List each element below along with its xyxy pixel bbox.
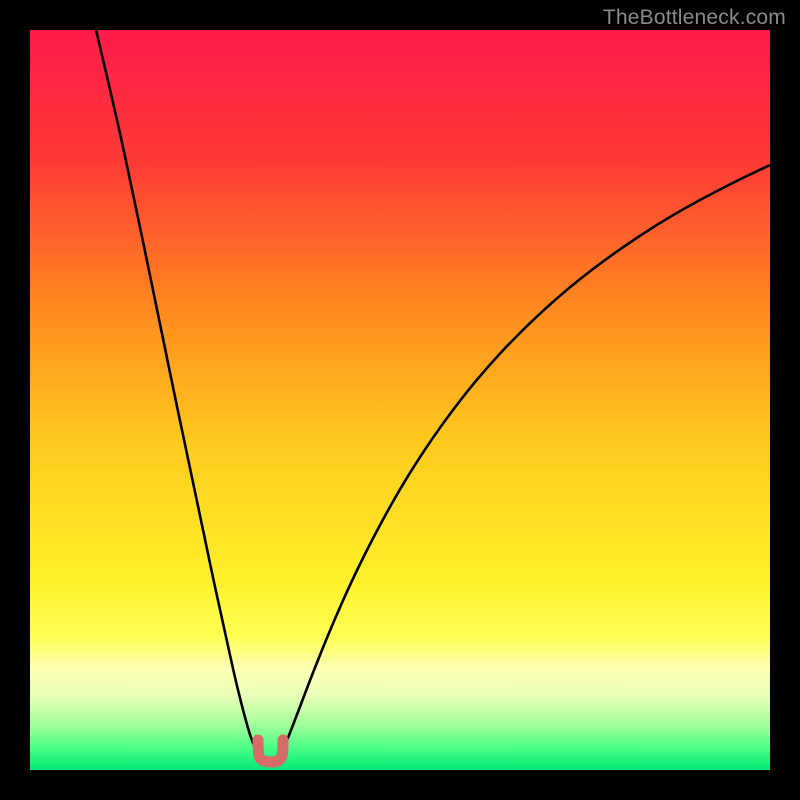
bottleneck-chart: [30, 30, 770, 770]
chart-container: TheBottleneck.com: [0, 0, 800, 800]
gradient-background: [30, 30, 770, 770]
watermark-text: TheBottleneck.com: [603, 6, 786, 30]
plot-area: [30, 30, 770, 770]
